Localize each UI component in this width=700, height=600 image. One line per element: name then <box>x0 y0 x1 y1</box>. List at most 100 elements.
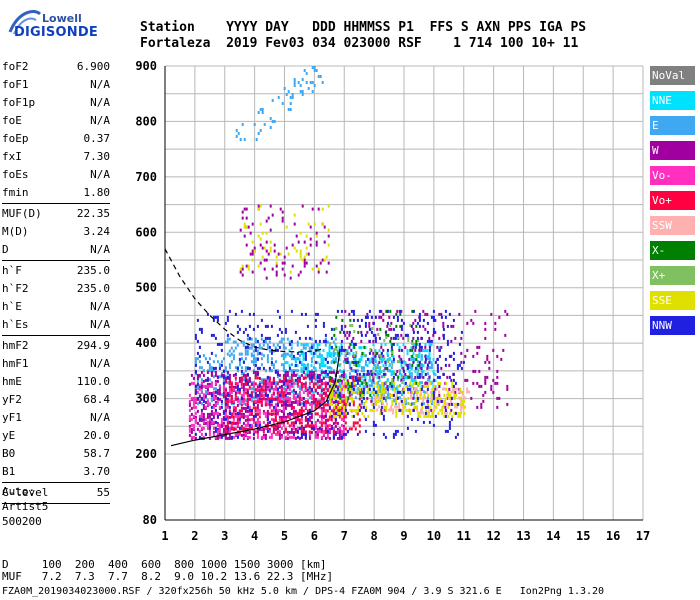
data-point <box>212 396 215 400</box>
data-point <box>280 396 283 400</box>
data-point <box>312 400 315 404</box>
data-point <box>277 252 280 256</box>
data-point <box>304 405 307 409</box>
data-point <box>310 400 313 404</box>
muf-table: D 100 200 400 600 800 1000 1500 3000 [km… <box>2 559 333 583</box>
data-point <box>276 397 279 401</box>
data-point <box>234 421 237 425</box>
data-point <box>208 415 211 419</box>
data-point <box>437 402 440 406</box>
data-point <box>418 348 421 352</box>
data-point <box>188 393 191 397</box>
data-point <box>294 412 297 416</box>
data-point <box>258 366 261 370</box>
data-point <box>372 333 375 337</box>
data-point <box>196 376 199 380</box>
data-point <box>248 435 251 439</box>
data-point <box>198 394 201 398</box>
data-point <box>363 381 366 384</box>
data-point <box>326 372 329 376</box>
data-point <box>298 400 301 404</box>
data-point <box>346 429 349 433</box>
data-point <box>257 204 260 208</box>
data-point <box>326 355 329 359</box>
data-point <box>288 340 291 344</box>
data-point <box>446 393 449 397</box>
data-point <box>204 394 207 398</box>
data-point <box>196 421 199 425</box>
data-point <box>286 361 289 365</box>
data-point <box>236 411 239 415</box>
data-point <box>240 376 243 380</box>
data-point <box>370 372 373 376</box>
data-point <box>350 343 353 347</box>
data-point <box>282 357 285 361</box>
data-point <box>244 427 247 431</box>
data-point <box>280 363 283 367</box>
data-point <box>374 364 377 368</box>
data-point <box>261 108 264 111</box>
data-point <box>212 390 215 394</box>
data-point <box>226 315 229 319</box>
data-point <box>216 423 219 427</box>
data-point <box>450 390 453 394</box>
data-point <box>326 399 329 403</box>
data-point <box>331 393 334 397</box>
data-point <box>463 411 466 415</box>
data-point <box>200 414 203 418</box>
data-point <box>262 393 265 397</box>
data-point <box>266 387 269 391</box>
data-point <box>198 400 201 404</box>
data-point <box>472 381 475 385</box>
data-point <box>358 391 361 395</box>
data-point <box>310 352 313 356</box>
data-point <box>427 411 430 415</box>
data-point <box>254 414 257 418</box>
data-point <box>396 315 399 319</box>
data-point <box>210 384 213 388</box>
data-point <box>240 369 243 373</box>
data-point <box>286 337 289 341</box>
data-point <box>194 369 197 373</box>
data-point <box>258 411 261 415</box>
data-point <box>282 412 285 416</box>
data-point <box>372 351 375 355</box>
data-point <box>433 408 436 412</box>
data-point <box>318 339 321 343</box>
data-point <box>402 378 405 382</box>
x-tick-label: 10 <box>427 529 441 543</box>
data-point <box>348 345 351 349</box>
data-point <box>254 340 257 344</box>
data-point <box>244 382 247 386</box>
data-point <box>200 426 203 430</box>
data-point <box>295 249 298 253</box>
data-point <box>224 340 227 344</box>
data-point <box>494 327 497 331</box>
data-point <box>302 369 305 373</box>
data-point <box>383 387 386 391</box>
data-point <box>364 324 367 328</box>
data-point <box>336 427 339 431</box>
data-point <box>194 360 197 364</box>
data-point <box>196 339 199 343</box>
data-point <box>274 396 277 400</box>
data-point <box>260 318 263 322</box>
data-point <box>244 357 247 361</box>
data-point <box>284 330 287 334</box>
data-point <box>329 375 332 379</box>
data-point <box>204 417 207 421</box>
data-point <box>275 264 278 268</box>
data-point <box>400 348 403 352</box>
data-point <box>208 378 211 382</box>
data-point <box>210 373 213 377</box>
data-point <box>308 373 311 377</box>
data-point <box>251 270 254 274</box>
data-point <box>244 399 247 403</box>
data-point <box>388 396 391 400</box>
data-point <box>214 435 217 439</box>
data-point <box>440 312 443 316</box>
data-point <box>466 348 469 352</box>
data-point <box>427 384 430 388</box>
data-point <box>462 360 465 364</box>
data-point <box>200 411 203 415</box>
